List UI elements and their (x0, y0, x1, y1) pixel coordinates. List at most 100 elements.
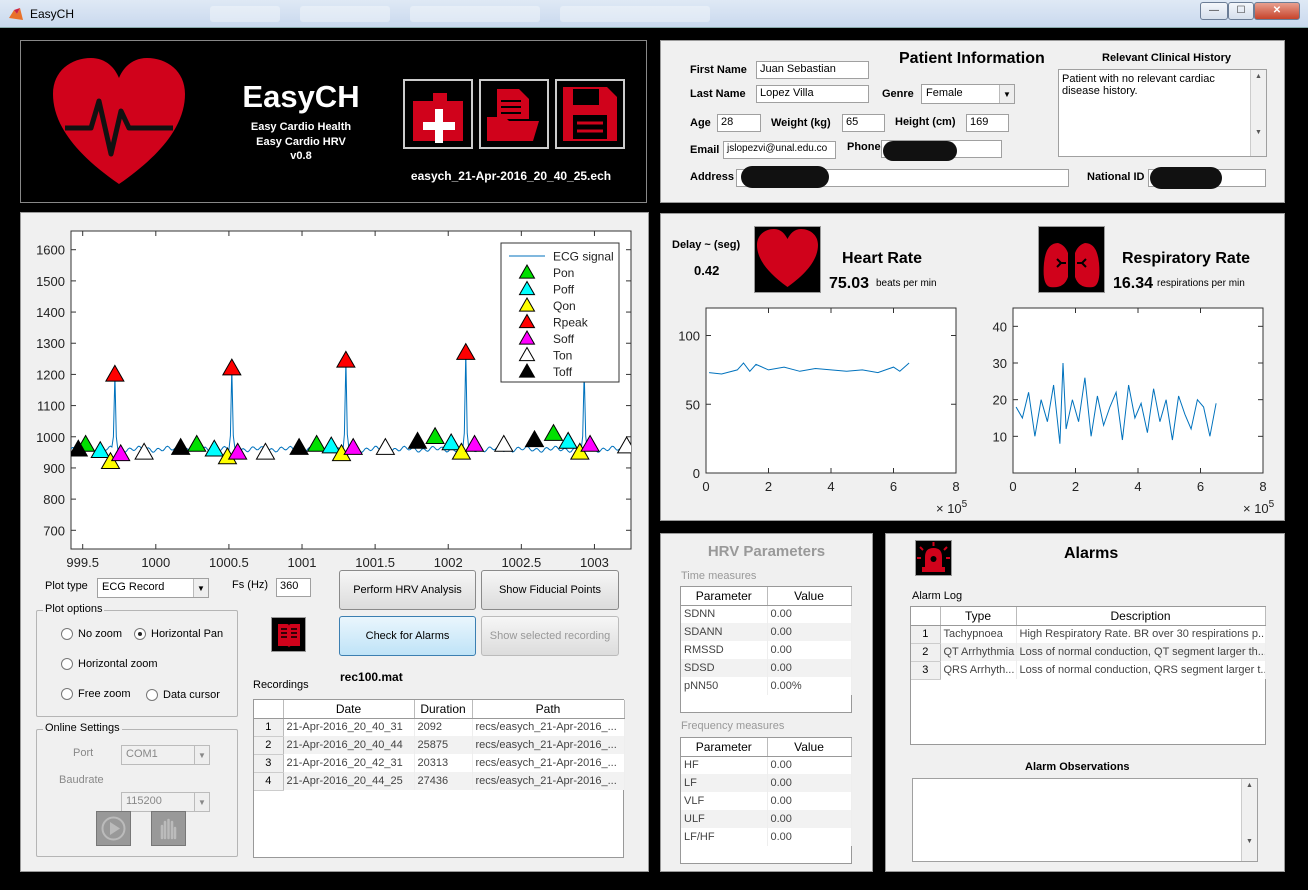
table-row[interactable]: SDSD 0.00 (681, 659, 852, 677)
table-row[interactable]: VLF 0.00 (681, 792, 852, 810)
alarm-log-table[interactable]: Type Description 1 Tachypnoea High Respira… (910, 606, 1266, 745)
heart-rate-unit: beats per min (876, 278, 937, 289)
marker-soff (227, 442, 248, 460)
table-row[interactable]: 4 21-Apr-2016_20_44_25 27436 recs/easych_21… (254, 772, 625, 791)
genre-select[interactable]: Female ▼ (921, 84, 1015, 104)
radio-horizontal-zoom[interactable]: Horizontal zoom (61, 658, 157, 670)
ecg-chart[interactable]: 999.5 1000 1000.5 1001 1001.5 1002 1002.5 1003 7… (21, 213, 648, 568)
cell-date: 21-Apr-2016_20_40_31 (283, 718, 415, 736)
legend-label: ECG signal (553, 250, 614, 264)
column-header-path[interactable]: Path (472, 700, 625, 719)
table-row[interactable]: pNN50 0.00% (681, 677, 852, 695)
y-tick-label: 1600 (36, 243, 65, 258)
legend-label: Soff (553, 332, 575, 346)
table-row[interactable]: RMSSD 0.00 (681, 641, 852, 659)
column-header-type[interactable]: Type (940, 607, 1017, 626)
last-name-input[interactable]: Lopez Villa (756, 85, 869, 103)
heart-rate-icon-box (754, 226, 821, 293)
radio-free-zoom[interactable]: Free zoom (61, 688, 131, 700)
port-select[interactable]: COM1 ▼ (121, 745, 210, 765)
close-button[interactable]: ✕ (1254, 2, 1300, 20)
plot-area (1012, 307, 1264, 474)
column-header-date[interactable]: Date (283, 700, 415, 719)
save-icon (563, 87, 617, 141)
row-number: 3 (911, 661, 941, 680)
x-exponent-label: × 105 (1243, 499, 1275, 516)
table-row[interactable]: 1 21-Apr-2016_20_40_31 2092 recs/easych_21-… (254, 718, 625, 737)
table-row[interactable]: 3 21-Apr-2016_20_42_31 20313 recs/easych_21… (254, 754, 625, 773)
table-row[interactable]: 2 21-Apr-2016_20_40_44 25875 recs/easych_21… (254, 736, 625, 755)
column-header-value[interactable]: Value (767, 587, 852, 606)
marker-soff (580, 434, 600, 452)
radio-horizontal-pan[interactable]: Horizontal Pan (134, 628, 223, 640)
plot-type-select[interactable]: ECG Record ▼ (97, 578, 209, 598)
clinical-history-textarea[interactable]: Patient with no relevant cardiac disease… (1058, 69, 1267, 157)
chevron-down-icon: ▼ (194, 793, 209, 811)
open-file-button[interactable] (479, 79, 549, 149)
alarm-observations-scrollbar[interactable]: ▲ ▼ (1241, 779, 1257, 861)
table-row[interactable]: 3 QRS Arrhyth... Loss of normal conduction… (911, 661, 1266, 680)
weight-input[interactable]: 65 (842, 114, 885, 132)
redaction-mark (883, 141, 957, 161)
check-alarms-button[interactable]: Check for Alarms (339, 616, 476, 656)
app-subtitle-2: Easy Cardio HRV (256, 136, 346, 148)
marker-poff (90, 440, 111, 459)
connect-button[interactable] (96, 811, 131, 846)
chevron-down-icon: ▼ (999, 85, 1014, 103)
first-name-input[interactable]: Juan Sebastian (756, 61, 869, 79)
legend-marker-swatch (518, 362, 536, 378)
stop-button[interactable] (151, 811, 186, 846)
column-header-value[interactable]: Value (767, 738, 852, 757)
radio-label: Data cursor (163, 689, 220, 701)
marker-pon (306, 434, 327, 452)
table-row[interactable]: LF/HF 0.00 (681, 828, 852, 846)
new-record-button[interactable] (403, 79, 473, 149)
baudrate-select[interactable]: 115200 ▼ (121, 792, 210, 812)
matlab-icon (9, 8, 23, 20)
perform-hrv-button[interactable]: Perform HRV Analysis (339, 570, 476, 610)
table-row[interactable]: HF 0.00 (681, 756, 852, 774)
series-line (709, 362, 910, 375)
radio-no-zoom[interactable]: No zoom (61, 628, 122, 640)
height-input[interactable]: 169 (966, 114, 1009, 132)
clinical-history-scrollbar[interactable]: ▲ ▼ (1250, 70, 1266, 156)
chevron-down-icon: ▼ (193, 579, 208, 597)
show-fiducial-button[interactable]: Show Fiducial Points (481, 570, 619, 610)
respiratory-rate-chart[interactable]: 0 2 4 6 8 10 20 30 40 × 105 (971, 299, 1283, 521)
table-row[interactable]: LF 0.00 (681, 774, 852, 792)
hand-stop-icon (160, 818, 177, 840)
maximize-button[interactable]: ☐ (1228, 2, 1254, 20)
column-header-description[interactable]: Description (1016, 607, 1266, 626)
show-selected-recording-button[interactable]: Show selected recording (481, 616, 619, 656)
age-input[interactable]: 28 (717, 114, 761, 132)
column-header-parameter[interactable]: Parameter (681, 587, 768, 606)
email-input[interactable]: jslopezvi@unal.edu.co (723, 141, 836, 159)
cell-parameter: SDANN (681, 623, 768, 641)
recordings-table[interactable]: Date Duration Path 1 21-Apr-2016_20_40_31… (253, 699, 625, 858)
time-measures-table[interactable]: Parameter Value SDNN 0.00 SDANN 0.00 RMSSD 0.0… (680, 586, 852, 713)
table-row[interactable]: ULF 0.00 (681, 810, 852, 828)
table-row[interactable]: SDNN 0.00 (681, 605, 852, 623)
fs-input[interactable]: 360 (276, 578, 311, 597)
radio-data-cursor[interactable]: Data cursor (146, 689, 220, 701)
minimize-button[interactable]: — (1200, 2, 1228, 20)
frequency-measures-table[interactable]: Parameter Value HF 0.00 LF 0.00 VLF 0.00 ULF 0.0… (680, 737, 852, 864)
marker-pon (186, 434, 207, 452)
marker-rpeak (105, 364, 125, 382)
y-tick-label: 1000 (36, 430, 65, 445)
background-tab (410, 6, 540, 22)
table-row[interactable]: SDANN 0.00 (681, 623, 852, 641)
save-button[interactable] (555, 79, 625, 149)
play-icon (101, 816, 126, 841)
column-header-parameter[interactable]: Parameter (681, 738, 768, 757)
x-tick-label: 4 (827, 479, 834, 494)
table-row[interactable]: 1 Tachypnoea High Respiratory Rate. BR ove… (911, 625, 1266, 644)
alarm-observations-textarea[interactable] (912, 778, 1258, 862)
alarm-log-label: Alarm Log (912, 590, 963, 602)
marker-rpeak (336, 350, 356, 368)
address-label: Address (690, 171, 735, 183)
table-row[interactable]: 2 QT Arrhythmia Loss of normal conduction,… (911, 643, 1266, 662)
heart-rate-chart[interactable]: 0 2 4 6 8 0 50 100 × 105 (661, 299, 971, 521)
column-header-duration[interactable]: Duration (414, 700, 473, 719)
report-button[interactable] (271, 617, 306, 652)
